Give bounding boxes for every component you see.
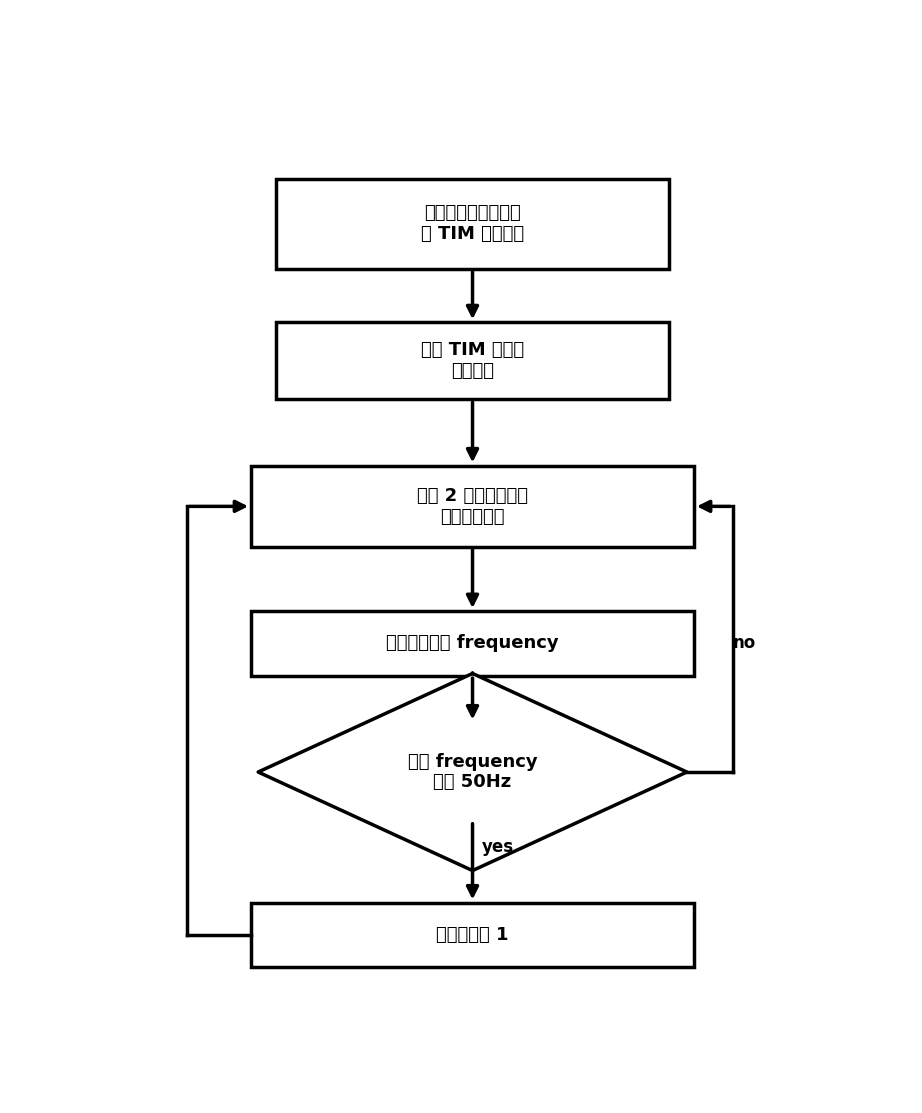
Text: 脉冲计数加 1: 脉冲计数加 1	[436, 926, 509, 944]
Text: no: no	[732, 634, 756, 652]
Text: 启动 TIM 定时器
输入捕获: 启动 TIM 定时器 输入捕获	[421, 342, 524, 380]
Bar	[276, 178, 669, 268]
Text: yes: yes	[481, 838, 514, 856]
Text: 计算脉冲频率 frequency: 计算脉冲频率 frequency	[386, 634, 559, 652]
Text: 设置定时器边沿捕获
与 TIM 时钟分频: 设置定时器边沿捕获 与 TIM 时钟分频	[421, 204, 524, 243]
Polygon shape	[258, 673, 687, 870]
Text: 连续 2 次捕获上升沿
一个脉冲周期: 连续 2 次捕获上升沿 一个脉冲周期	[417, 487, 528, 525]
Bar	[276, 322, 669, 400]
Bar	[251, 903, 694, 967]
Bar	[251, 465, 694, 548]
Bar	[251, 611, 694, 676]
Text: 判断 frequency
小于 50Hz: 判断 frequency 小于 50Hz	[408, 752, 538, 791]
